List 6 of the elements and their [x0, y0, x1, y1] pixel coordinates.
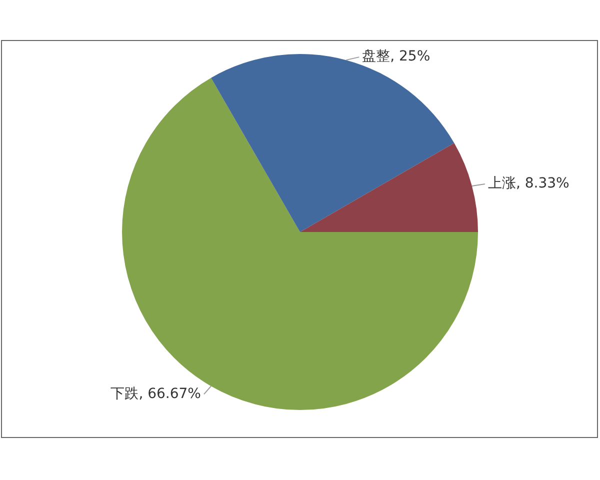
data-label: , 25%: [390, 48, 430, 65]
slice-label: 下跌: [110, 386, 139, 402]
slice-label: 上涨: [488, 176, 516, 192]
data-label: , 66.67%: [138, 386, 201, 402]
data-label: , 8.33%: [516, 176, 570, 192]
slice-label: 盘整: [362, 48, 390, 65]
